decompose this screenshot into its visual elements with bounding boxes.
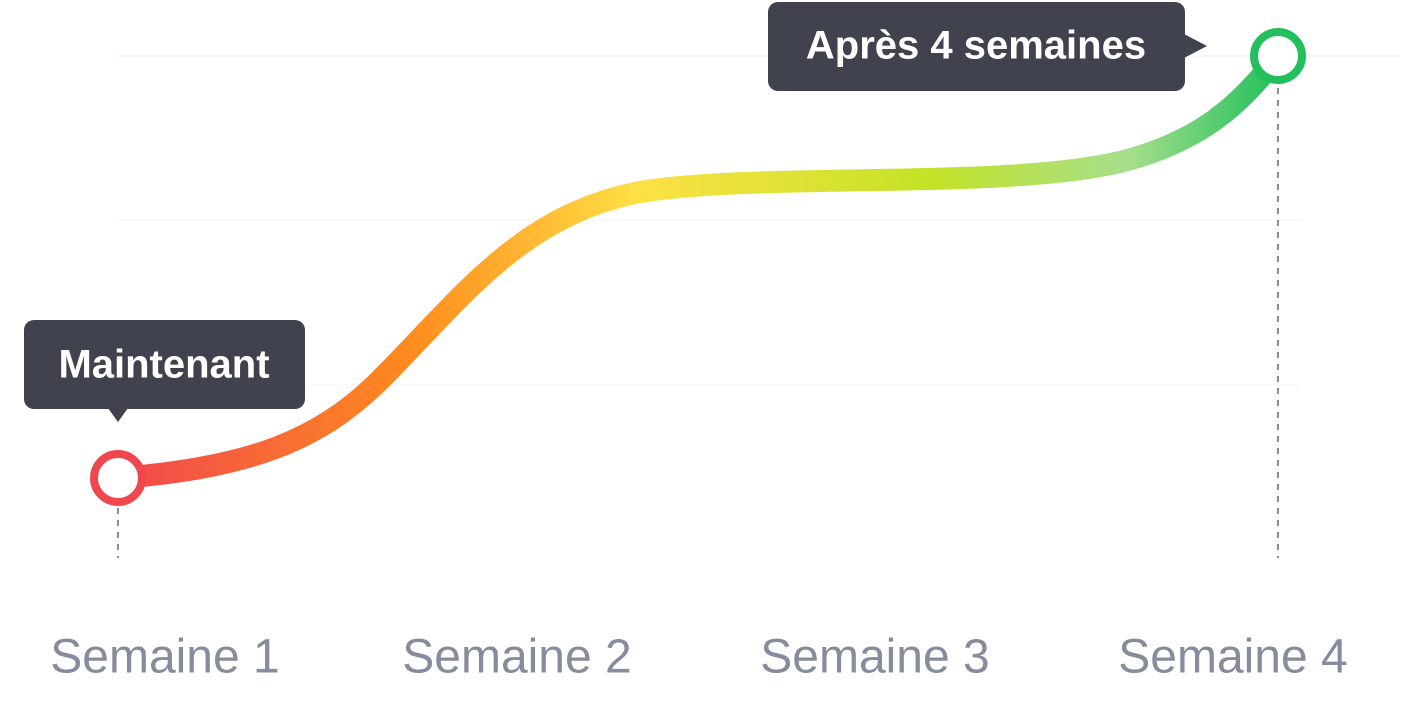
callout-pointer xyxy=(108,408,128,422)
x-axis-labels: Semaine 1 Semaine 2 Semaine 3 Semaine 4 xyxy=(50,631,1347,684)
progress-curve xyxy=(107,45,1289,489)
callout-start: Maintenant xyxy=(24,320,305,422)
x-label: Semaine 4 xyxy=(1118,631,1347,684)
callout-box xyxy=(24,320,305,409)
x-label: Semaine 1 xyxy=(50,631,279,684)
callout-text: Après 4 semaines xyxy=(806,24,1146,68)
background-guides xyxy=(118,55,1400,386)
end-point xyxy=(1250,28,1306,84)
callout-end: Après 4 semaines xyxy=(768,2,1207,91)
callout-box xyxy=(768,2,1185,91)
x-label: Semaine 3 xyxy=(760,631,989,684)
start-point xyxy=(90,450,146,506)
callout-pointer xyxy=(1184,34,1207,58)
callout-text: Maintenant xyxy=(58,343,269,387)
x-label: Semaine 2 xyxy=(402,631,631,684)
